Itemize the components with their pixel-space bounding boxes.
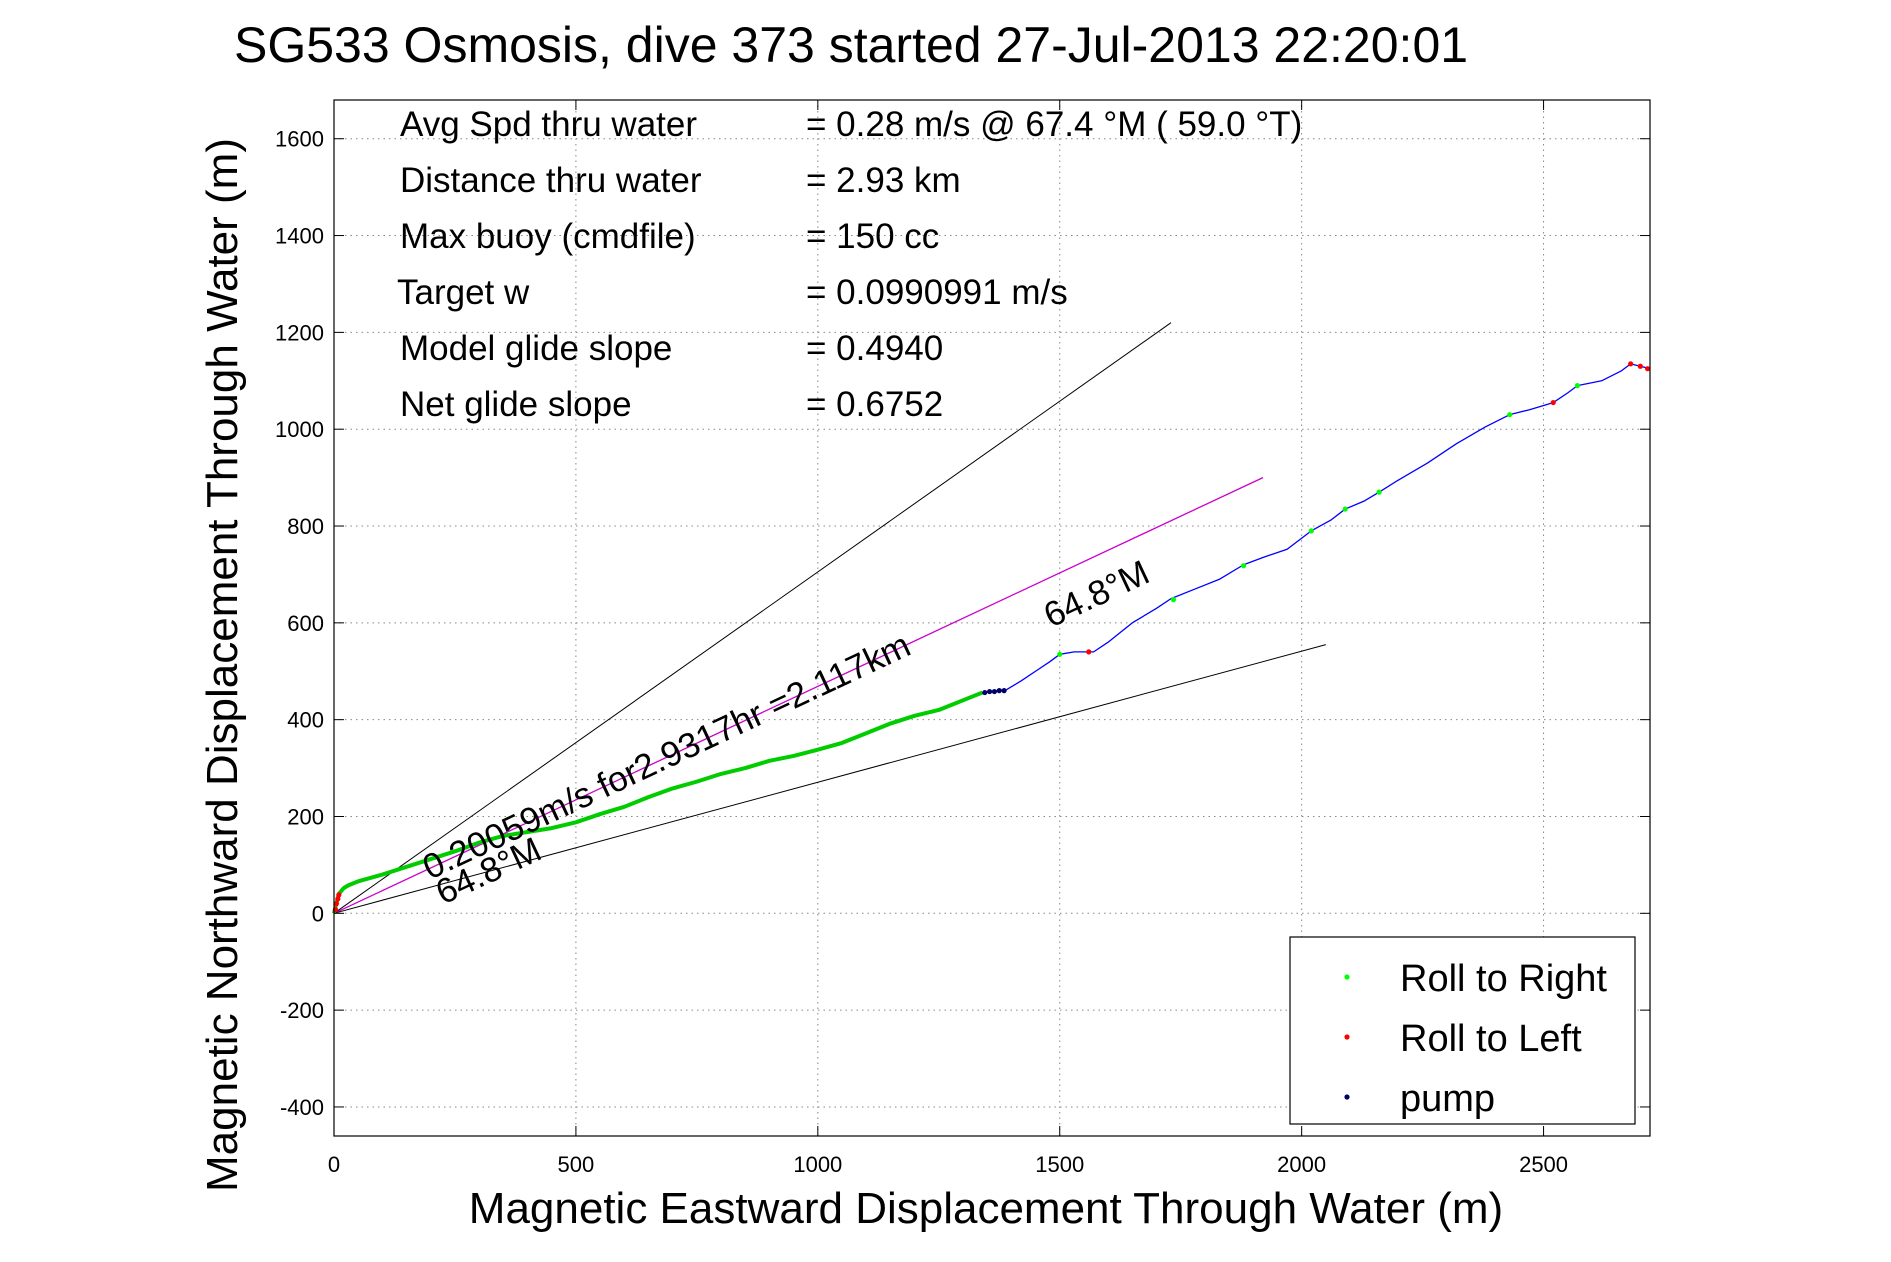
marker-pump bbox=[996, 688, 1002, 694]
y-tick-label: 200 bbox=[287, 804, 324, 829]
marker-roll-to-left bbox=[1086, 649, 1092, 655]
marker-roll-to-left bbox=[336, 892, 342, 898]
info-label: Max buoy (cmdfile) bbox=[400, 217, 696, 256]
legend-marker bbox=[1344, 974, 1350, 980]
x-tick-label: 1000 bbox=[793, 1152, 842, 1177]
marker-roll-to-right bbox=[1574, 383, 1581, 389]
marker-roll-to-left bbox=[1637, 363, 1643, 369]
marker-roll-to-right bbox=[1308, 528, 1314, 534]
marker-roll-to-left bbox=[1628, 361, 1634, 367]
info-value: = 0.28 m/s @ 67.4 °M ( 59.0 °T) bbox=[806, 105, 1302, 144]
marker-roll-to-right bbox=[1240, 563, 1247, 569]
x-tick-label: 1500 bbox=[1035, 1152, 1084, 1177]
info-label: Model glide slope bbox=[400, 329, 672, 368]
info-label: Target w bbox=[397, 273, 530, 312]
marker-roll-to-right bbox=[1342, 506, 1348, 512]
marker-roll-to-right bbox=[1376, 489, 1382, 495]
x-tick-label: 2000 bbox=[1277, 1152, 1326, 1177]
info-label: Distance thru water bbox=[400, 161, 702, 200]
y-tick-label: 1200 bbox=[275, 320, 324, 345]
legend: Roll to Right Roll to Left pump bbox=[1289, 936, 1636, 1125]
info-value: = 0.4940 bbox=[806, 329, 943, 368]
y-tick-label: 0 bbox=[312, 901, 324, 926]
y-axis-label: Magnetic Northward Displacement Through … bbox=[198, 138, 247, 1192]
marker-roll-to-right bbox=[1507, 412, 1513, 418]
marker-pump bbox=[991, 688, 998, 695]
y-tick-label: 600 bbox=[287, 611, 324, 636]
y-ticks: -400 -200 0 200 400 600 800 1000 1200 1400 1600 bbox=[275, 127, 1650, 1120]
info-value: = 2.93 km bbox=[806, 161, 961, 200]
y-tick-label: 1600 bbox=[275, 127, 324, 152]
y-tick-label: 400 bbox=[287, 708, 324, 733]
y-tick-label: 800 bbox=[287, 514, 324, 539]
x-tick-label: 2500 bbox=[1519, 1152, 1568, 1177]
marker-roll-to-left bbox=[1644, 366, 1651, 372]
info-value: = 0.6752 bbox=[806, 385, 943, 424]
legend-label: Roll to Right bbox=[1400, 958, 1607, 1000]
track-line-dive bbox=[332, 690, 984, 914]
legend-label: pump bbox=[1400, 1078, 1495, 1120]
marker-pump bbox=[986, 688, 993, 695]
x-tick-label: 500 bbox=[558, 1152, 595, 1177]
heading-reference-line bbox=[333, 322, 1172, 914]
info-block: Avg Spd thru water = 0.28 m/s @ 67.4 °M (… bbox=[397, 105, 1302, 424]
chart-title: SG533 Osmosis, dive 373 started 27-Jul-2… bbox=[234, 17, 1468, 73]
marker-roll-to-left bbox=[333, 901, 340, 907]
x-tick-label: 0 bbox=[328, 1152, 340, 1177]
y-tick-label: 1000 bbox=[275, 417, 324, 442]
legend-box bbox=[1289, 936, 1636, 1125]
info-value: = 150 cc bbox=[806, 217, 939, 256]
info-value: = 0.0990991 m/s bbox=[806, 273, 1068, 312]
legend-marker bbox=[1344, 1034, 1350, 1040]
y-tick-label: 1400 bbox=[275, 224, 324, 249]
markers bbox=[332, 361, 1651, 913]
axes-frame bbox=[333, 99, 1651, 1137]
marker-pump bbox=[982, 689, 988, 696]
info-label: Avg Spd thru water bbox=[400, 105, 697, 144]
heading-reference-line bbox=[333, 644, 1326, 914]
marker-roll-to-right bbox=[1057, 651, 1063, 657]
legend-label: Roll to Left bbox=[1400, 1018, 1582, 1060]
marker-pump bbox=[1001, 688, 1007, 694]
x-axis-label: Magnetic Eastward Displacement Through W… bbox=[469, 1184, 1503, 1233]
legend-marker bbox=[1344, 1094, 1350, 1100]
info-label: Net glide slope bbox=[400, 385, 632, 424]
marker-roll-to-right bbox=[1170, 597, 1177, 603]
marker-roll-to-left bbox=[1550, 399, 1556, 406]
y-tick-label: -200 bbox=[280, 998, 324, 1023]
x-ticks: 0 500 1000 1500 2000 2500 bbox=[328, 100, 1568, 1177]
y-tick-label: -400 bbox=[280, 1095, 324, 1120]
